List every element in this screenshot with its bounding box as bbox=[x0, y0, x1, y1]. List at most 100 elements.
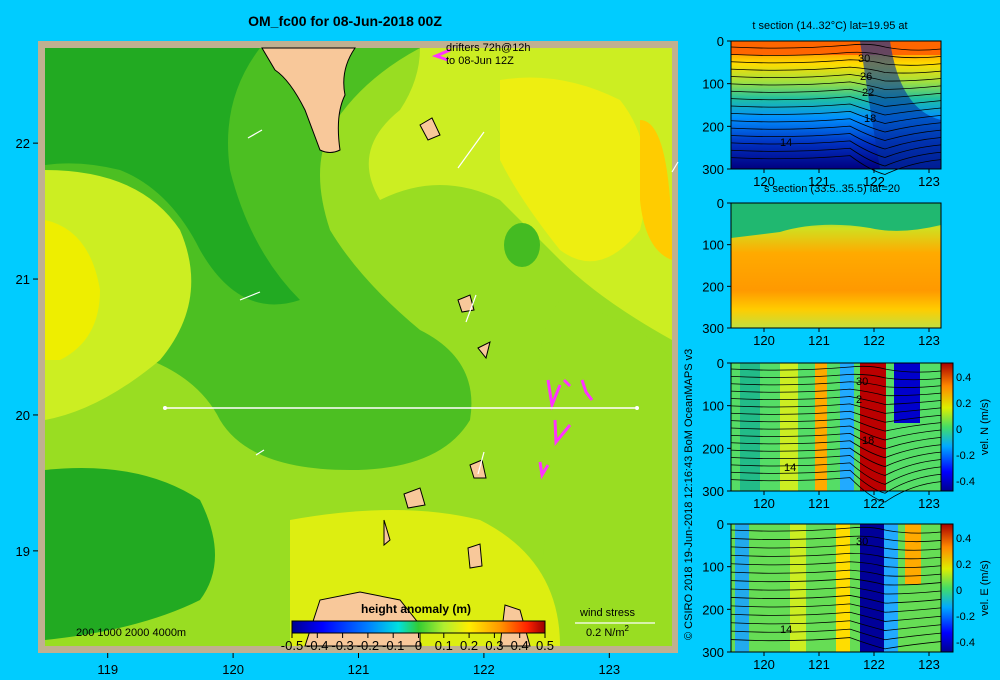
section-x-tick-label: 120 bbox=[753, 333, 775, 348]
credit-text: © CSIRO 2018 19-Jun-2018 12:16:43 BoM Oc… bbox=[683, 349, 695, 640]
map-x-tick-labels: 119 120 121 122 123 bbox=[97, 653, 620, 677]
ve-section-band-6 bbox=[905, 524, 921, 584]
section-x-tick-label: 122 bbox=[863, 496, 885, 511]
s-section-ticks: 120 121 122 123 0 100 200 300 bbox=[702, 196, 940, 348]
section-y-tick-label: 200 bbox=[702, 602, 724, 617]
ve-colorbar-label: vel. E (m/s) bbox=[979, 560, 991, 616]
contour-line bbox=[730, 110, 942, 124]
section-x-tick-label: 120 bbox=[753, 657, 775, 672]
contour-line bbox=[730, 396, 942, 405]
section-line-start bbox=[163, 406, 167, 410]
contour-line bbox=[730, 477, 942, 503]
colorbar-tick-label: 0.5 bbox=[536, 638, 554, 653]
map-y-tick-labels: 19 20 21 22 bbox=[16, 136, 38, 559]
contour-line bbox=[730, 586, 942, 595]
contour-line bbox=[730, 578, 942, 586]
contour-line bbox=[730, 552, 942, 560]
drifters-label-1: drifters 72h@12h bbox=[446, 42, 531, 54]
contour-line bbox=[730, 440, 942, 459]
contour-line bbox=[730, 432, 942, 450]
contour-line bbox=[730, 373, 942, 381]
section-y-tick-label: 300 bbox=[702, 484, 724, 499]
section-y-tick-label: 300 bbox=[702, 321, 724, 336]
contour-line bbox=[730, 569, 942, 577]
t-contour-label-26: 26 bbox=[860, 71, 872, 83]
wind-stress-label: wind stress bbox=[579, 607, 636, 619]
section-colorbar-tick-label: -0.2 bbox=[956, 611, 975, 623]
vn-colorbar-label: vel. N (m/s) bbox=[979, 399, 991, 455]
vn-section-band-5 bbox=[840, 363, 854, 491]
section-x-tick-label: 123 bbox=[918, 174, 940, 189]
contour-line bbox=[730, 418, 942, 432]
ve-section-ticks: 120 121 122 123 0 100 200 300 0.4 0.2 0 -0.2 -0.4 bbox=[702, 517, 975, 672]
s-section-title: s section (33.5..35.5) lat=20 bbox=[764, 183, 900, 195]
vn-section-band-3 bbox=[894, 363, 920, 423]
section-x-tick-label: 122 bbox=[863, 333, 885, 348]
section-x-tick-label: 120 bbox=[753, 174, 775, 189]
t-section-ticks: 120 121 122 123 0 100 200 300 bbox=[702, 34, 940, 189]
section-x-tick-label: 121 bbox=[808, 496, 830, 511]
map-x-tick-label: 122 bbox=[473, 662, 495, 677]
contour-line bbox=[730, 118, 942, 133]
contour-line bbox=[730, 603, 942, 613]
contour-line bbox=[730, 51, 942, 59]
contour-line bbox=[730, 388, 942, 397]
colorbar-tick-label: 0.3 bbox=[485, 638, 503, 653]
height-anomaly-field bbox=[45, 48, 672, 646]
colorbar-tick-label: -0.5 bbox=[281, 638, 303, 653]
contour-line bbox=[730, 96, 942, 107]
contour-line bbox=[730, 535, 942, 543]
section-x-tick-label: 123 bbox=[918, 496, 940, 511]
section-x-tick-label: 122 bbox=[863, 657, 885, 672]
ve-colorbar bbox=[940, 523, 954, 653]
contour-line bbox=[730, 403, 942, 414]
map-y-tick-label: 19 bbox=[16, 544, 30, 559]
colorbar-tick-label: -0.3 bbox=[331, 638, 353, 653]
section-x-tick-label: 121 bbox=[808, 174, 830, 189]
map-title: OM_fc00 for 08-Jun-2018 00Z bbox=[248, 13, 442, 29]
contour-line bbox=[730, 81, 942, 90]
depth-legend: 200 1000 2000 4000m bbox=[76, 627, 186, 639]
contour-line bbox=[730, 66, 942, 74]
contour-line bbox=[730, 561, 942, 568]
vn-section-contours bbox=[730, 365, 942, 503]
section-y-tick-label: 100 bbox=[702, 77, 724, 92]
wind-stress-arrows bbox=[239, 129, 679, 475]
contour-line bbox=[730, 620, 942, 631]
s-section-frame bbox=[730, 202, 942, 329]
contour-line bbox=[730, 611, 942, 622]
ve-section-band-3 bbox=[836, 524, 850, 652]
section-colorbar-tick-label: 0.4 bbox=[956, 372, 971, 384]
contour-line bbox=[730, 381, 942, 388]
ve-section-band-5 bbox=[884, 524, 898, 652]
drifters-label-2: to 08-Jun 12Z bbox=[446, 55, 514, 67]
ve-section-band-1 bbox=[735, 524, 749, 652]
map-y-tick-label: 20 bbox=[16, 408, 30, 423]
s-section-surface bbox=[731, 203, 941, 238]
contour-line bbox=[730, 462, 942, 485]
contour-line bbox=[730, 410, 942, 423]
colorbar-tick-label: 0 bbox=[415, 638, 422, 653]
colorbar-tick-label: 0.4 bbox=[511, 638, 529, 653]
section-x-tick-label: 121 bbox=[808, 333, 830, 348]
contour-line bbox=[730, 365, 942, 373]
contour-line bbox=[730, 447, 942, 468]
contour-line bbox=[730, 133, 942, 150]
vn-contour-label-2: 2 bbox=[856, 394, 862, 406]
section-y-tick-label: 0 bbox=[717, 356, 724, 371]
section-colorbar-tick-label: 0.4 bbox=[956, 533, 971, 545]
section-colorbar-tick-label: 0.2 bbox=[956, 559, 971, 571]
contour-line bbox=[730, 595, 942, 604]
drifter-tracks bbox=[431, 48, 594, 480]
colorbar bbox=[291, 620, 546, 634]
t-section-frame bbox=[730, 40, 942, 170]
contour-line bbox=[730, 74, 942, 82]
t-contour-label-14: 14 bbox=[780, 137, 792, 149]
section-y-tick-label: 100 bbox=[702, 560, 724, 575]
t-section-contours bbox=[730, 43, 942, 175]
section-colorbar-tick-label: 0.2 bbox=[956, 398, 971, 410]
section-colorbar-tick-label: -0.4 bbox=[956, 637, 975, 649]
contour-line bbox=[730, 140, 942, 158]
section-colorbar-tick-label: 0 bbox=[956, 585, 962, 597]
section-line-end bbox=[635, 406, 639, 410]
